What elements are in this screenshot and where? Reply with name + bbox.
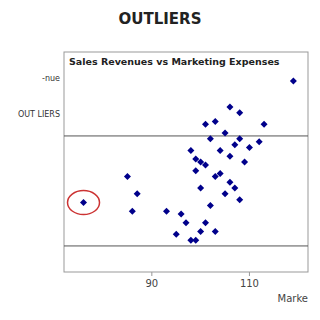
- point: [256, 138, 263, 145]
- point: [207, 202, 214, 209]
- point: [202, 219, 209, 226]
- point: [192, 156, 199, 163]
- point: [222, 130, 229, 137]
- point: [226, 179, 233, 186]
- point: [236, 196, 243, 203]
- point: [261, 121, 268, 128]
- point: [163, 208, 170, 215]
- plot-area: [64, 77, 308, 246]
- point: [192, 167, 199, 174]
- point: [187, 147, 194, 154]
- point: [246, 144, 253, 151]
- point: [217, 170, 224, 177]
- point: [173, 231, 180, 238]
- annotation: OUT LIERS: [18, 110, 60, 119]
- outlier-ring: [68, 191, 100, 215]
- reference-line: [64, 245, 308, 246]
- point: [241, 159, 248, 166]
- point: [178, 211, 185, 218]
- annotation: -nue: [42, 74, 60, 83]
- point: [222, 190, 229, 197]
- reference-line: [64, 135, 308, 136]
- point: [202, 121, 209, 128]
- point: [212, 228, 219, 235]
- point: [231, 141, 238, 148]
- point: [124, 173, 131, 180]
- point: [80, 199, 87, 206]
- point: [207, 135, 214, 142]
- x-tick: [151, 272, 152, 276]
- point: [212, 118, 219, 125]
- point: [226, 104, 233, 111]
- point: [236, 135, 243, 142]
- point: [183, 219, 190, 226]
- plot-frame: [64, 52, 308, 272]
- point: [231, 185, 238, 192]
- point: [197, 185, 204, 192]
- point: [192, 237, 199, 244]
- chart: OUTLIERS 90 110 Marke Sales Revenues vs Mark…: [0, 0, 320, 320]
- point: [197, 228, 204, 235]
- point: [226, 153, 233, 160]
- point: [129, 208, 136, 215]
- x-tick: [249, 272, 250, 276]
- title: OUTLIERS: [119, 10, 202, 28]
- x-tick-label: 90: [145, 278, 158, 289]
- point: [236, 109, 243, 116]
- x-tick-label: 110: [240, 278, 259, 289]
- point: [217, 147, 224, 154]
- point: [290, 77, 297, 84]
- subtitle: Sales Revenues vs Marketing Expenses: [69, 56, 280, 67]
- point: [202, 161, 209, 168]
- x-axis-label: Marke: [278, 293, 308, 304]
- point: [134, 190, 141, 197]
